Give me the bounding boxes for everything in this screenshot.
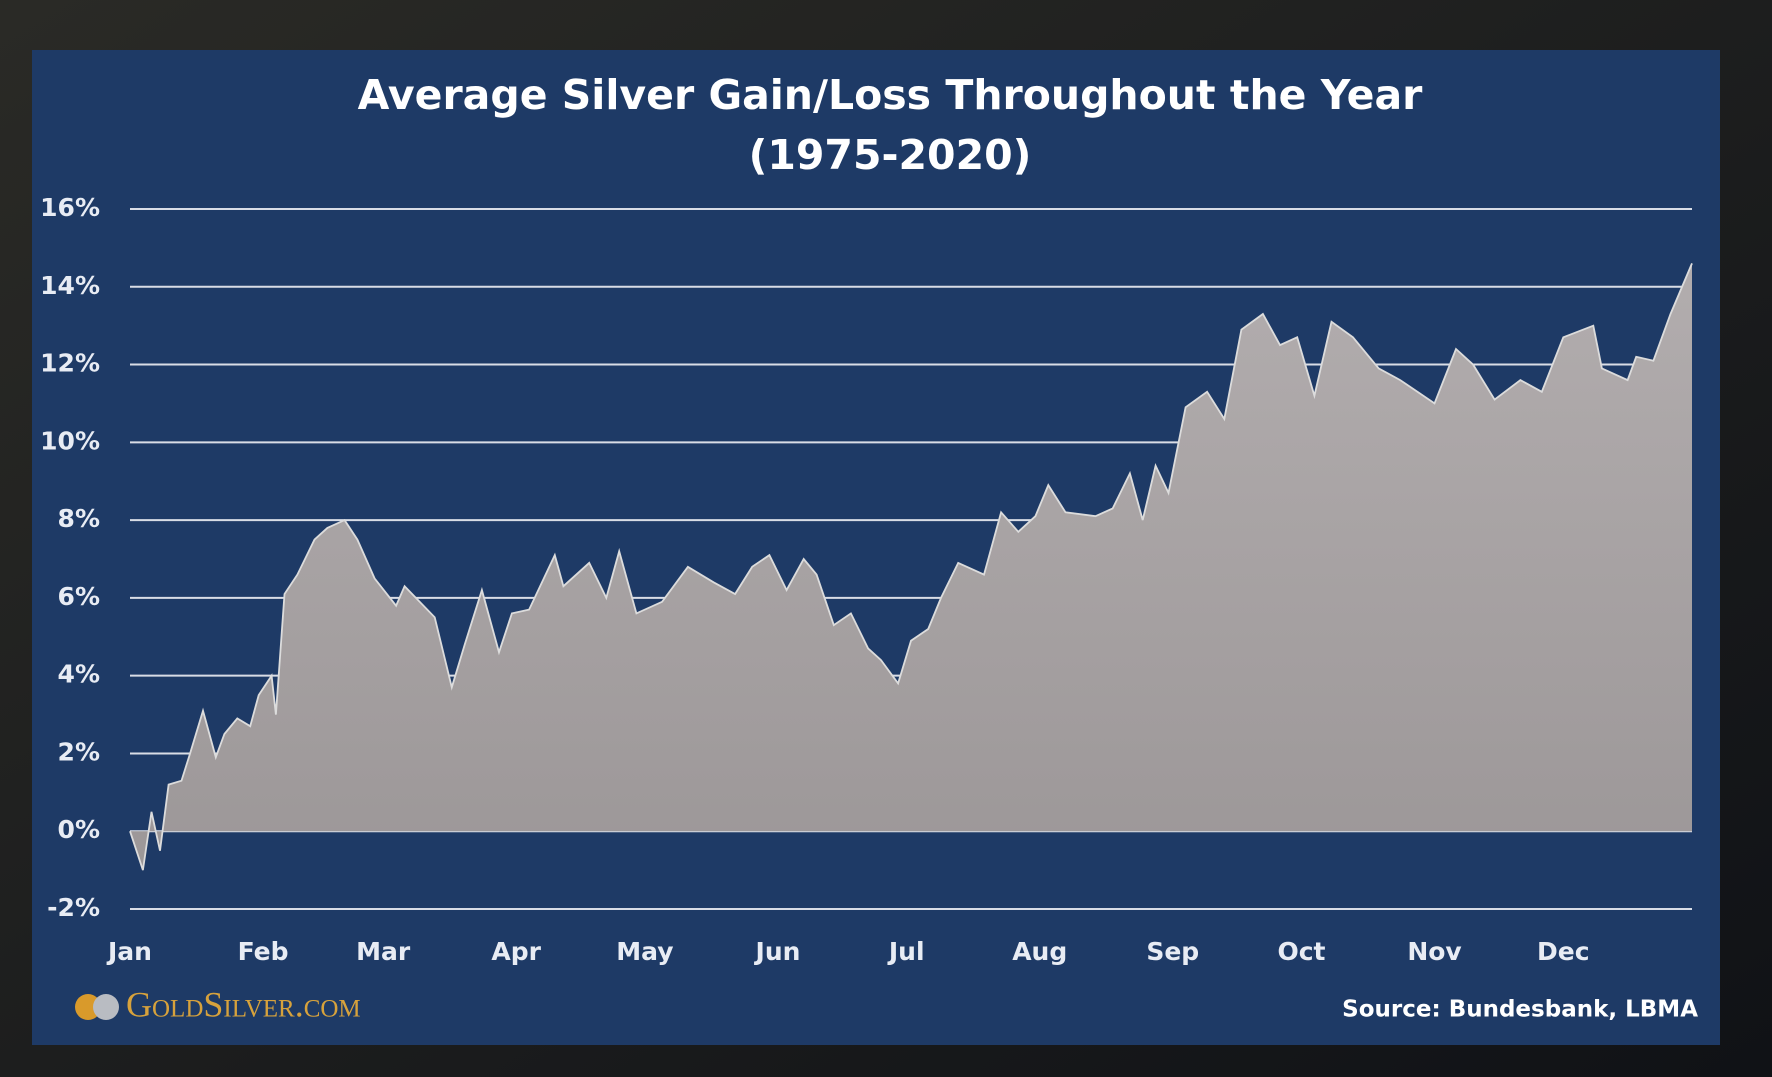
x-tick-label: Aug bbox=[1012, 937, 1067, 966]
x-tick-label: Mar bbox=[356, 937, 411, 966]
y-tick-label: 2% bbox=[58, 737, 100, 766]
y-tick-label: 6% bbox=[58, 582, 100, 611]
logo-coin bbox=[75, 994, 101, 1020]
y-tick-label: 8% bbox=[58, 504, 100, 533]
x-tick-label: Jul bbox=[887, 937, 925, 966]
x-tick-label: Jan bbox=[106, 937, 152, 966]
brand: GoldSilver.com bbox=[126, 984, 361, 1024]
x-tick-label: Oct bbox=[1277, 937, 1325, 966]
logo-coin bbox=[93, 994, 119, 1020]
x-tick-label: Dec bbox=[1537, 937, 1590, 966]
x-tick-label: Apr bbox=[491, 937, 541, 966]
y-tick-label: -2% bbox=[47, 893, 100, 922]
x-tick-label: Jun bbox=[754, 937, 801, 966]
chart-subtitle: (1975-2020) bbox=[749, 131, 1032, 179]
y-tick-label: 10% bbox=[40, 426, 100, 455]
y-tick-label: 0% bbox=[58, 815, 100, 844]
y-tick-label: 12% bbox=[40, 349, 100, 378]
y-tick-label: 16% bbox=[40, 193, 100, 222]
chart-title: Average Silver Gain/Loss Throughout the … bbox=[358, 71, 1423, 119]
source: Source: Bundesbank, LBMA bbox=[1342, 997, 1698, 1023]
area-line bbox=[129, 263, 1693, 871]
x-tick-label: Feb bbox=[238, 937, 289, 966]
y-tick-label: 14% bbox=[40, 271, 100, 300]
area-fill bbox=[130, 263, 1692, 871]
x-tick-label: Nov bbox=[1407, 937, 1461, 966]
y-tick-label: 4% bbox=[58, 660, 100, 689]
x-tick-label: Sep bbox=[1146, 937, 1199, 966]
x-tick-label: May bbox=[616, 937, 673, 966]
